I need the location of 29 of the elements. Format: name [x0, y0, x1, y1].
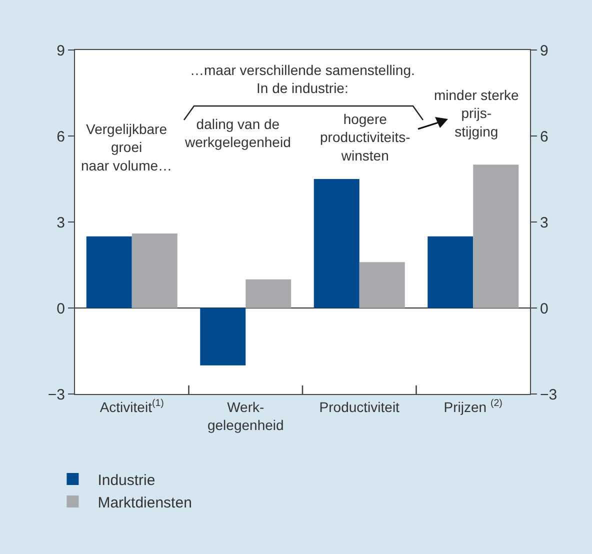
bar — [428, 236, 474, 308]
legend-label: Marktdiensten — [98, 494, 192, 512]
bar — [359, 262, 405, 308]
bar — [200, 308, 246, 366]
y-tick-label: 0 — [56, 300, 65, 318]
y2-tick-label: 6 — [540, 128, 548, 146]
annotation: daling van de werkgelegenheid — [184, 116, 291, 150]
x-tick-label: Productiviteit — [319, 398, 400, 415]
y2-tick-label: 3 — [540, 214, 548, 232]
y2-tick-label: 0 — [540, 300, 548, 318]
bar — [132, 233, 178, 308]
y-tick-label: 9 — [56, 42, 65, 60]
bar — [473, 164, 519, 308]
y-tick-label: −3 — [48, 386, 65, 404]
bar — [314, 179, 360, 308]
bar — [86, 236, 132, 308]
annotation: Vergelijkbare groei naar volume… — [81, 121, 172, 174]
x-tick-label: Prijzen $^{(2)}$ — [444, 398, 502, 415]
annotation: hogere productiviteits- winsten — [320, 111, 411, 164]
annotation: …maar verschillende samenstelling. In de industrie: — [190, 62, 415, 96]
y-tick-label: 6 — [56, 128, 65, 146]
y-tick-label: 3 — [56, 214, 65, 232]
x-tick-label: Activiteit$^{(1)}$ — [100, 398, 164, 415]
x-tick-label: Werk- gelegenheid — [207, 398, 284, 433]
annotation: minder sterke prijs- stijging — [434, 87, 520, 140]
y2-tick-label: −3 — [540, 386, 558, 404]
y2-tick-label: 9 — [540, 42, 548, 60]
legend-label: Industrie — [98, 472, 156, 489]
bar — [246, 279, 292, 308]
